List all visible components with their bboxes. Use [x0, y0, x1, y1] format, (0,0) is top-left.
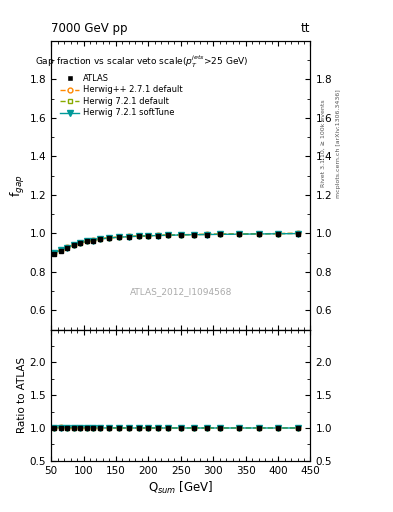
Legend: ATLAS, Herwig++ 2.7.1 default, Herwig 7.2.1 default, Herwig 7.2.1 softTune: ATLAS, Herwig++ 2.7.1 default, Herwig 7.…	[61, 74, 183, 117]
Text: tt: tt	[301, 22, 310, 35]
Y-axis label: Ratio to ATLAS: Ratio to ATLAS	[17, 357, 27, 433]
X-axis label: Q$_{sum}$ [GeV]: Q$_{sum}$ [GeV]	[148, 480, 213, 496]
Text: mcplots.cern.ch [arXiv:1306.3436]: mcplots.cern.ch [arXiv:1306.3436]	[336, 89, 341, 198]
Text: Rivet 3.1.10, ≥ 100k events: Rivet 3.1.10, ≥ 100k events	[320, 99, 325, 187]
Y-axis label: f$_{gap}$: f$_{gap}$	[9, 174, 27, 197]
Text: ATLAS_2012_I1094568: ATLAS_2012_I1094568	[130, 288, 232, 296]
Text: Gap fraction vs scalar veto scale($p_T^{jets}$>25 GeV): Gap fraction vs scalar veto scale($p_T^{…	[35, 54, 249, 70]
Text: 7000 GeV pp: 7000 GeV pp	[51, 22, 128, 35]
